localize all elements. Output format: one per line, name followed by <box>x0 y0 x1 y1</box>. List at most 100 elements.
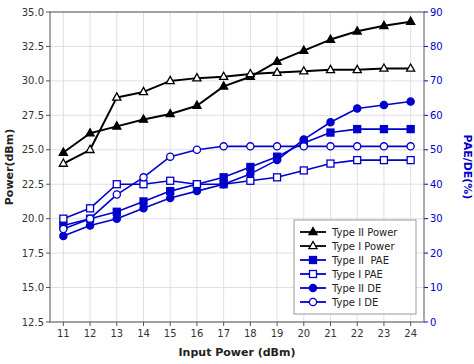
tick-mark <box>424 287 428 288</box>
data-point <box>139 115 147 122</box>
tick-mark <box>424 184 428 185</box>
tick-mark <box>46 184 50 185</box>
data-point <box>273 57 281 64</box>
data-point <box>354 143 361 150</box>
tick-mark <box>424 322 428 323</box>
data-point <box>354 105 361 112</box>
tick-label: 40 <box>430 179 443 190</box>
data-point <box>220 72 228 79</box>
data-point <box>60 225 67 232</box>
data-point <box>140 181 147 188</box>
legend-label: Type I DE <box>331 297 378 308</box>
data-point <box>113 181 120 188</box>
data-point <box>87 215 94 222</box>
data-point <box>220 82 228 89</box>
series <box>60 157 414 223</box>
tick-label: 22 <box>351 328 364 339</box>
tick-mark <box>90 322 91 326</box>
grid-line <box>223 12 224 322</box>
data-point <box>60 215 67 222</box>
data-point <box>113 208 120 215</box>
tick-label: 15 <box>164 328 177 339</box>
data-point <box>193 188 200 195</box>
tick-label: 27.5 <box>22 110 44 121</box>
data-point <box>86 222 93 229</box>
legend-marker <box>310 257 317 264</box>
data-point <box>113 122 121 129</box>
data-point <box>139 87 147 94</box>
data-point <box>247 177 254 184</box>
series <box>59 17 414 155</box>
data-point <box>247 143 254 150</box>
data-point <box>220 143 227 150</box>
data-point <box>59 159 67 166</box>
grid-line <box>116 12 117 322</box>
tick-mark <box>357 322 358 326</box>
data-point <box>166 109 174 116</box>
chart: 111213141516171819202122232412.515.017.5… <box>0 0 474 364</box>
series-line <box>63 146 410 229</box>
data-point <box>300 143 307 150</box>
tick-label: 18 <box>244 328 257 339</box>
data-point <box>86 215 93 222</box>
data-point <box>354 126 361 133</box>
data-point <box>407 17 415 24</box>
tick-label: 13 <box>110 328 123 339</box>
tick-label: 14 <box>137 328 150 339</box>
tick-mark <box>410 322 411 326</box>
tick-mark <box>223 322 224 326</box>
data-point <box>167 177 174 184</box>
data-point <box>327 143 334 150</box>
data-point <box>380 143 387 150</box>
data-point <box>380 157 387 164</box>
tick-mark <box>46 149 50 150</box>
data-point <box>247 164 254 171</box>
data-point <box>167 188 174 195</box>
data-point <box>220 181 227 188</box>
tick-mark <box>46 253 50 254</box>
tick-mark <box>424 253 428 254</box>
data-point <box>220 181 227 188</box>
data-point <box>407 126 414 133</box>
legend-label: Type II PAE <box>331 255 389 266</box>
data-point <box>86 129 94 136</box>
tick-label: 80 <box>430 41 443 52</box>
data-point <box>273 143 280 150</box>
tick-mark <box>424 80 428 81</box>
tick-label: 22.5 <box>22 179 44 190</box>
tick-label: 30 <box>430 213 443 224</box>
grid <box>50 12 424 322</box>
axes: 111213141516171819202122232412.515.017.5… <box>22 7 443 340</box>
tick-mark <box>46 322 50 323</box>
legend-marker <box>309 284 316 291</box>
series <box>60 143 414 233</box>
data-point <box>353 65 361 72</box>
tick-mark <box>143 322 144 326</box>
tick-mark <box>46 287 50 288</box>
tick-mark <box>116 322 117 326</box>
data-point <box>220 174 227 181</box>
series <box>60 98 414 240</box>
tick-label: 23 <box>378 328 391 339</box>
data-point <box>380 64 388 71</box>
data-point <box>327 160 334 167</box>
grid-line <box>50 115 424 116</box>
tick-mark <box>277 322 278 326</box>
grid-line <box>143 12 144 322</box>
data-point <box>113 93 121 100</box>
data-point <box>86 145 94 152</box>
tick-label: 20 <box>430 248 443 259</box>
data-point <box>274 174 281 181</box>
tick-mark <box>424 149 428 150</box>
legend-marker <box>309 298 316 305</box>
tick-label: 19 <box>271 328 284 339</box>
data-point <box>354 157 361 164</box>
data-point <box>59 148 67 155</box>
data-point <box>326 65 334 72</box>
tick-label: 11 <box>57 328 70 339</box>
grid-line <box>50 184 424 185</box>
data-point <box>140 205 147 212</box>
data-point <box>326 35 334 42</box>
data-point <box>273 68 281 75</box>
tick-label: 0 <box>430 317 436 328</box>
